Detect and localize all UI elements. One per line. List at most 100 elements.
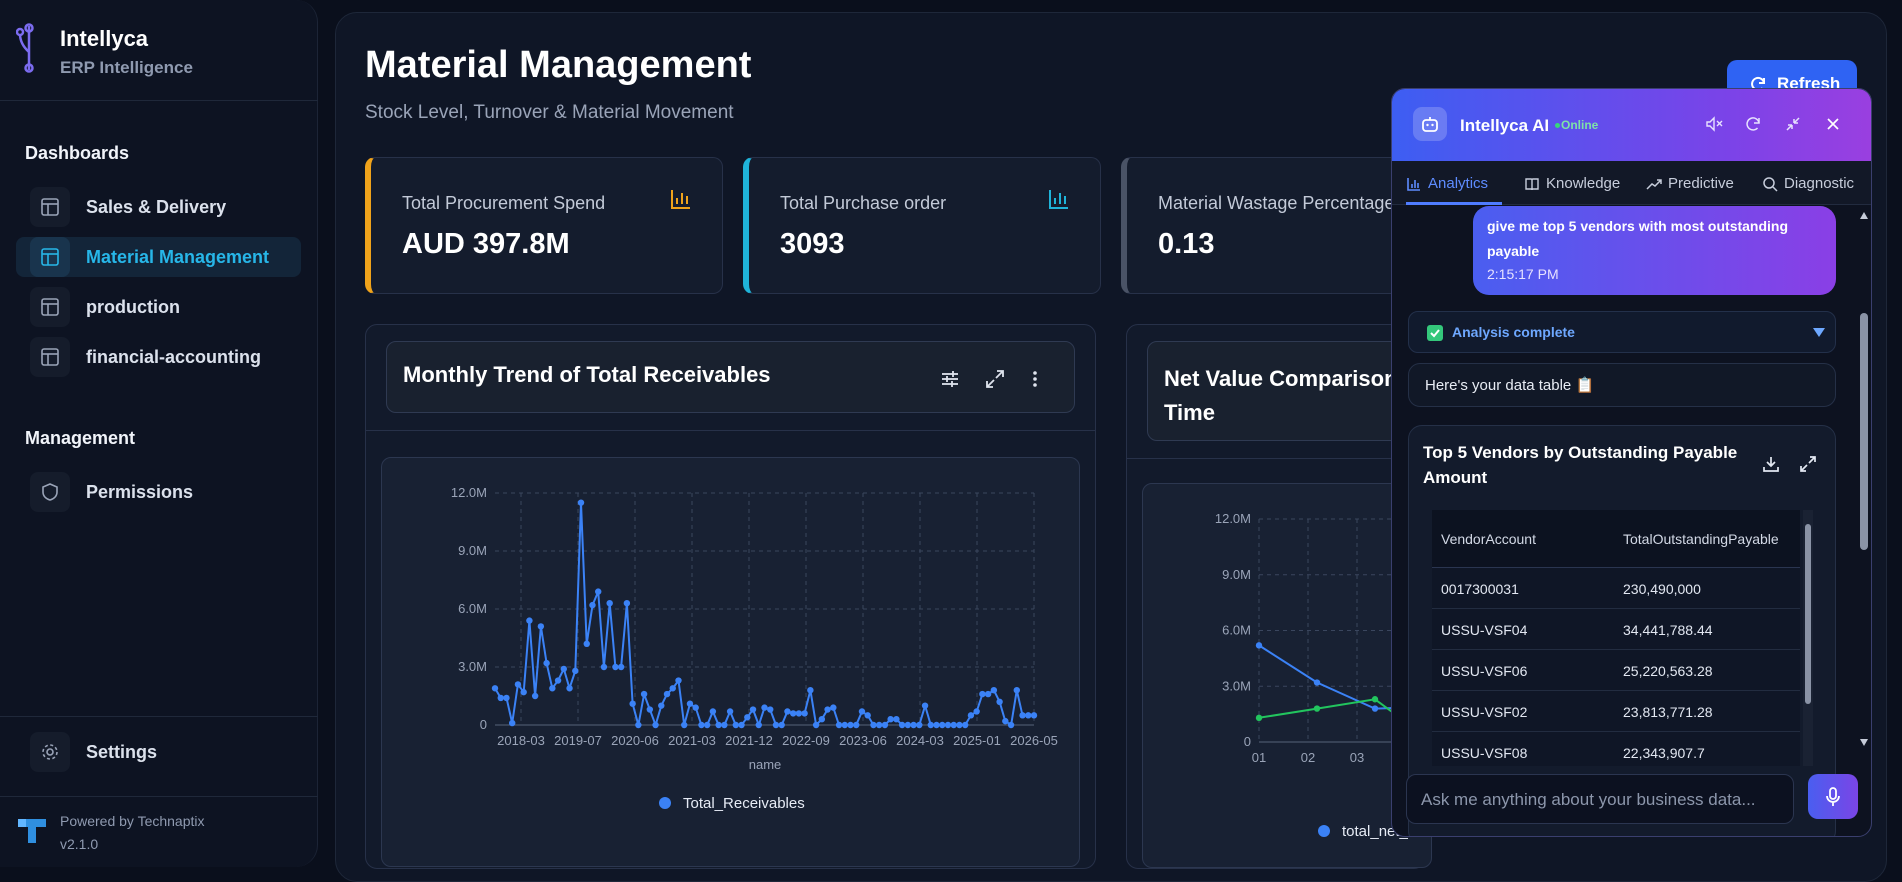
ai-chat-panel: Intellyca AI Online Analytics Knowledge … <box>1391 88 1872 837</box>
data-point <box>996 698 1003 705</box>
data-point <box>663 690 671 698</box>
chat-scrollbar[interactable] <box>1859 209 1869 749</box>
x-tick-label: 2018-03 <box>497 733 545 748</box>
data-point <box>755 721 762 729</box>
table-header-cell[interactable]: VendorAccount <box>1441 531 1536 547</box>
x-tick-label: 01 <box>1252 750 1266 765</box>
sidebar-section-dashboards: Dashboards <box>25 143 130 163</box>
refresh-icon[interactable] <box>1744 115 1762 133</box>
data-point <box>491 685 499 692</box>
app-subtitle: ERP Intelligence <box>60 58 193 77</box>
receivables-line-chart: 0 3.0M 6.0M 9.0M 12.0M 2018-03 2019-07 2020-06 2… <box>451 485 1058 812</box>
table-cell: 22,343,907.7 <box>1623 745 1705 761</box>
panel-title: Net Value Comparison E Time <box>1164 362 1418 430</box>
layout-icon <box>30 237 70 277</box>
data-point <box>887 716 894 723</box>
tab-predictive[interactable]: Predictive <box>1646 175 1734 192</box>
data-point <box>646 706 654 713</box>
data-point <box>583 640 590 647</box>
data-point <box>726 708 734 715</box>
data-point <box>1019 712 1026 719</box>
data-point <box>738 721 745 729</box>
git-branch-icon <box>16 23 34 73</box>
mute-icon[interactable] <box>1705 115 1723 133</box>
sidebar-item-financial-accounting[interactable]: financial-accounting <box>16 337 301 377</box>
tab-label: Knowledge <box>1546 175 1621 192</box>
data-point <box>686 700 694 707</box>
chat-input[interactable]: Ask me anything about your business data… <box>1406 774 1794 824</box>
series-line <box>494 502 1034 729</box>
sidebar-item-production[interactable]: production <box>16 287 301 327</box>
table-row: USSU-VSF06 25,220,563.28 <box>1432 650 1800 691</box>
table-header-cell[interactable]: TotalOutstandingPayable <box>1623 531 1779 547</box>
tab-diagnostic[interactable]: Diagnostic <box>1762 175 1854 192</box>
data-point <box>577 499 585 506</box>
data-point <box>875 721 883 729</box>
x-axis-label: name <box>749 757 782 772</box>
data-point <box>1255 714 1263 722</box>
panel-title-line2: Time <box>1164 400 1215 425</box>
kpi-label: Total Purchase order <box>780 193 947 213</box>
panel-title-line1: Net Value Comparison E <box>1164 366 1419 391</box>
table-cell: 23,813,771.28 <box>1623 704 1713 720</box>
expand-icon[interactable] <box>1799 455 1817 473</box>
sidebar-item-label: production <box>86 296 180 317</box>
x-tick-label: 2020-06 <box>611 733 659 748</box>
data-point <box>979 690 986 698</box>
data-point <box>801 710 808 717</box>
mic-button[interactable] <box>1808 774 1858 819</box>
shield-icon <box>30 472 70 512</box>
data-point <box>537 623 545 630</box>
sidebar-item-material-management[interactable]: Material Management <box>16 237 301 277</box>
sidebar-item-permissions[interactable]: Permissions <box>16 472 301 512</box>
sidebar-divider <box>0 796 318 797</box>
tab-label: Diagnostic <box>1784 175 1855 192</box>
tab-knowledge[interactable]: Knowledge <box>1524 175 1620 192</box>
chat-title: Intellyca AI <box>1460 116 1550 135</box>
sidebar-item-label: Sales & Delivery <box>86 196 227 217</box>
data-point <box>967 712 975 719</box>
analysis-status[interactable]: Analysis complete <box>1408 311 1836 353</box>
data-point <box>606 600 613 607</box>
y-tick-label: 3.0M <box>1222 678 1251 693</box>
gear-icon <box>30 732 70 772</box>
data-point <box>1371 705 1379 712</box>
download-icon[interactable] <box>1762 455 1780 473</box>
data-point <box>509 719 516 727</box>
data-point <box>853 721 860 729</box>
sidebar-item-sales-delivery[interactable]: Sales & Delivery <box>16 187 301 227</box>
data-point <box>973 708 980 715</box>
expand-icon[interactable] <box>985 369 1005 389</box>
layout-icon <box>30 287 70 327</box>
data-table-card: Top 5 Vendors by Outstanding Payable Amo… <box>1408 425 1836 836</box>
tab-analytics[interactable]: Analytics <box>1406 175 1488 192</box>
net-value-panel: Net Value Comparison E Time 0 3.0M 6.0M 9.0… <box>1126 324 1437 869</box>
kpi-value: AUD 397.8M <box>402 228 570 260</box>
filter-sliders-icon[interactable] <box>940 369 960 389</box>
layout-icon <box>30 187 70 227</box>
table-scrollbar[interactable] <box>1803 510 1813 766</box>
data-point <box>497 694 504 702</box>
y-tick-label: 9.0M <box>1222 567 1251 582</box>
sidebar-item-settings[interactable]: Settings <box>16 732 301 772</box>
minimize-icon[interactable] <box>1784 115 1802 133</box>
y-tick-label: 12.0M <box>1215 511 1251 526</box>
data-point <box>503 694 510 702</box>
data-point <box>715 721 722 729</box>
data-point <box>703 721 711 729</box>
panel-header: Monthly Trend of Total Receivables <box>386 341 1075 413</box>
data-point <box>623 600 631 607</box>
data-point <box>1013 687 1020 694</box>
app-name: Intellyca <box>60 26 149 51</box>
close-icon[interactable] <box>1824 115 1842 133</box>
x-tick-label: 2024-03 <box>896 733 944 748</box>
more-vertical-icon[interactable] <box>1031 369 1039 389</box>
data-point <box>600 663 608 671</box>
data-point <box>560 665 568 673</box>
table-scrollbar-thumb[interactable] <box>1805 524 1811 704</box>
data-point <box>927 721 934 729</box>
data-point <box>744 714 751 721</box>
data-point <box>1025 712 1032 719</box>
table-cell: 230,490,000 <box>1623 581 1701 597</box>
